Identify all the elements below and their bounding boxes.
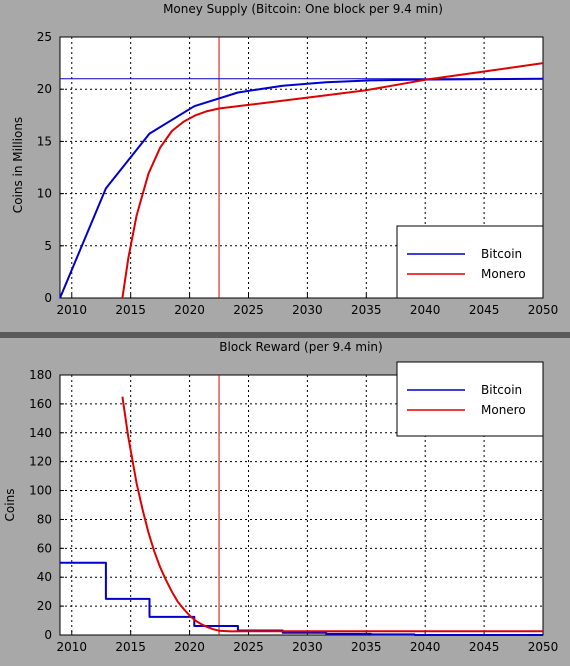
y-tick-label: 160 [29,397,52,411]
legend-box [396,361,544,437]
y-axis-label: Coins [3,489,17,522]
block-reward-chart: Block Reward (per 9.4 min) Coins 2010 201… [0,338,570,666]
x-tick-label: 2015 [115,640,146,654]
y-tick-label: 80 [37,512,52,526]
y-tick-label: 0 [44,291,52,305]
x-tick-label: 2045 [469,303,500,317]
x-tick-label: 2030 [292,303,323,317]
y-tick-label: 10 [37,187,52,201]
y-tick-label: 20 [37,599,52,613]
tick-labels: 2010 2015 2020 2025 2030 2035 2040 2045 20500510… [37,30,559,317]
y-tick-label: 40 [37,570,52,584]
x-tick-label: 2025 [233,303,264,317]
legend-label: Bitcoin [481,247,522,261]
y-tick-label: 60 [37,541,52,555]
y-tick-label: 15 [37,134,52,148]
series-line-bitcoin [59,77,544,299]
tick-labels: 2010 2015 2020 2025 2030 2035 2040 2045 20500204… [29,368,558,654]
panel-separator [0,332,570,338]
legend: Bitcoin Monero [396,361,544,437]
legend: Bitcoin Monero [396,225,544,299]
legend-label: Monero [481,403,526,417]
legend-label: Bitcoin [481,383,522,397]
y-tick-label: 120 [29,455,52,469]
y-tick-label: 20 [37,82,52,96]
y-tick-label: 25 [37,30,52,44]
x-tick-label: 2020 [174,303,205,317]
y-tick-label: 140 [29,426,52,440]
x-tick-label: 2015 [115,303,146,317]
x-tick-label: 2045 [469,640,500,654]
x-tick-label: 2035 [351,303,382,317]
series-line-monero [121,396,543,633]
x-tick-label: 2050 [528,640,559,654]
chart-title: Money Supply (Bitcoin: One block per 9.4… [163,2,443,16]
y-tick-label: 0 [44,628,52,642]
series-line-monero [121,62,544,299]
y-axis-label: Coins in Millions [11,117,25,213]
x-tick-label: 2040 [410,640,441,654]
x-tick-label: 2030 [292,640,323,654]
series-layer [60,396,543,636]
legend-box [396,225,544,299]
money-supply-chart: Money Supply (Bitcoin: One block per 9.4… [0,0,570,332]
x-tick-label: 2050 [528,303,559,317]
chart-title: Block Reward (per 9.4 min) [219,340,382,354]
y-tick-label: 180 [29,368,52,382]
x-tick-label: 2025 [233,640,264,654]
grid [60,36,544,299]
y-tick-label: 5 [44,239,52,253]
x-tick-label: 2020 [174,640,205,654]
grid [60,374,544,636]
series-layer [59,62,544,299]
x-tick-label: 2035 [351,640,382,654]
y-tick-label: 100 [29,484,52,498]
x-tick-label: 2010 [57,640,88,654]
x-tick-label: 2010 [57,303,88,317]
x-tick-label: 2040 [410,303,441,317]
legend-label: Monero [481,267,526,281]
